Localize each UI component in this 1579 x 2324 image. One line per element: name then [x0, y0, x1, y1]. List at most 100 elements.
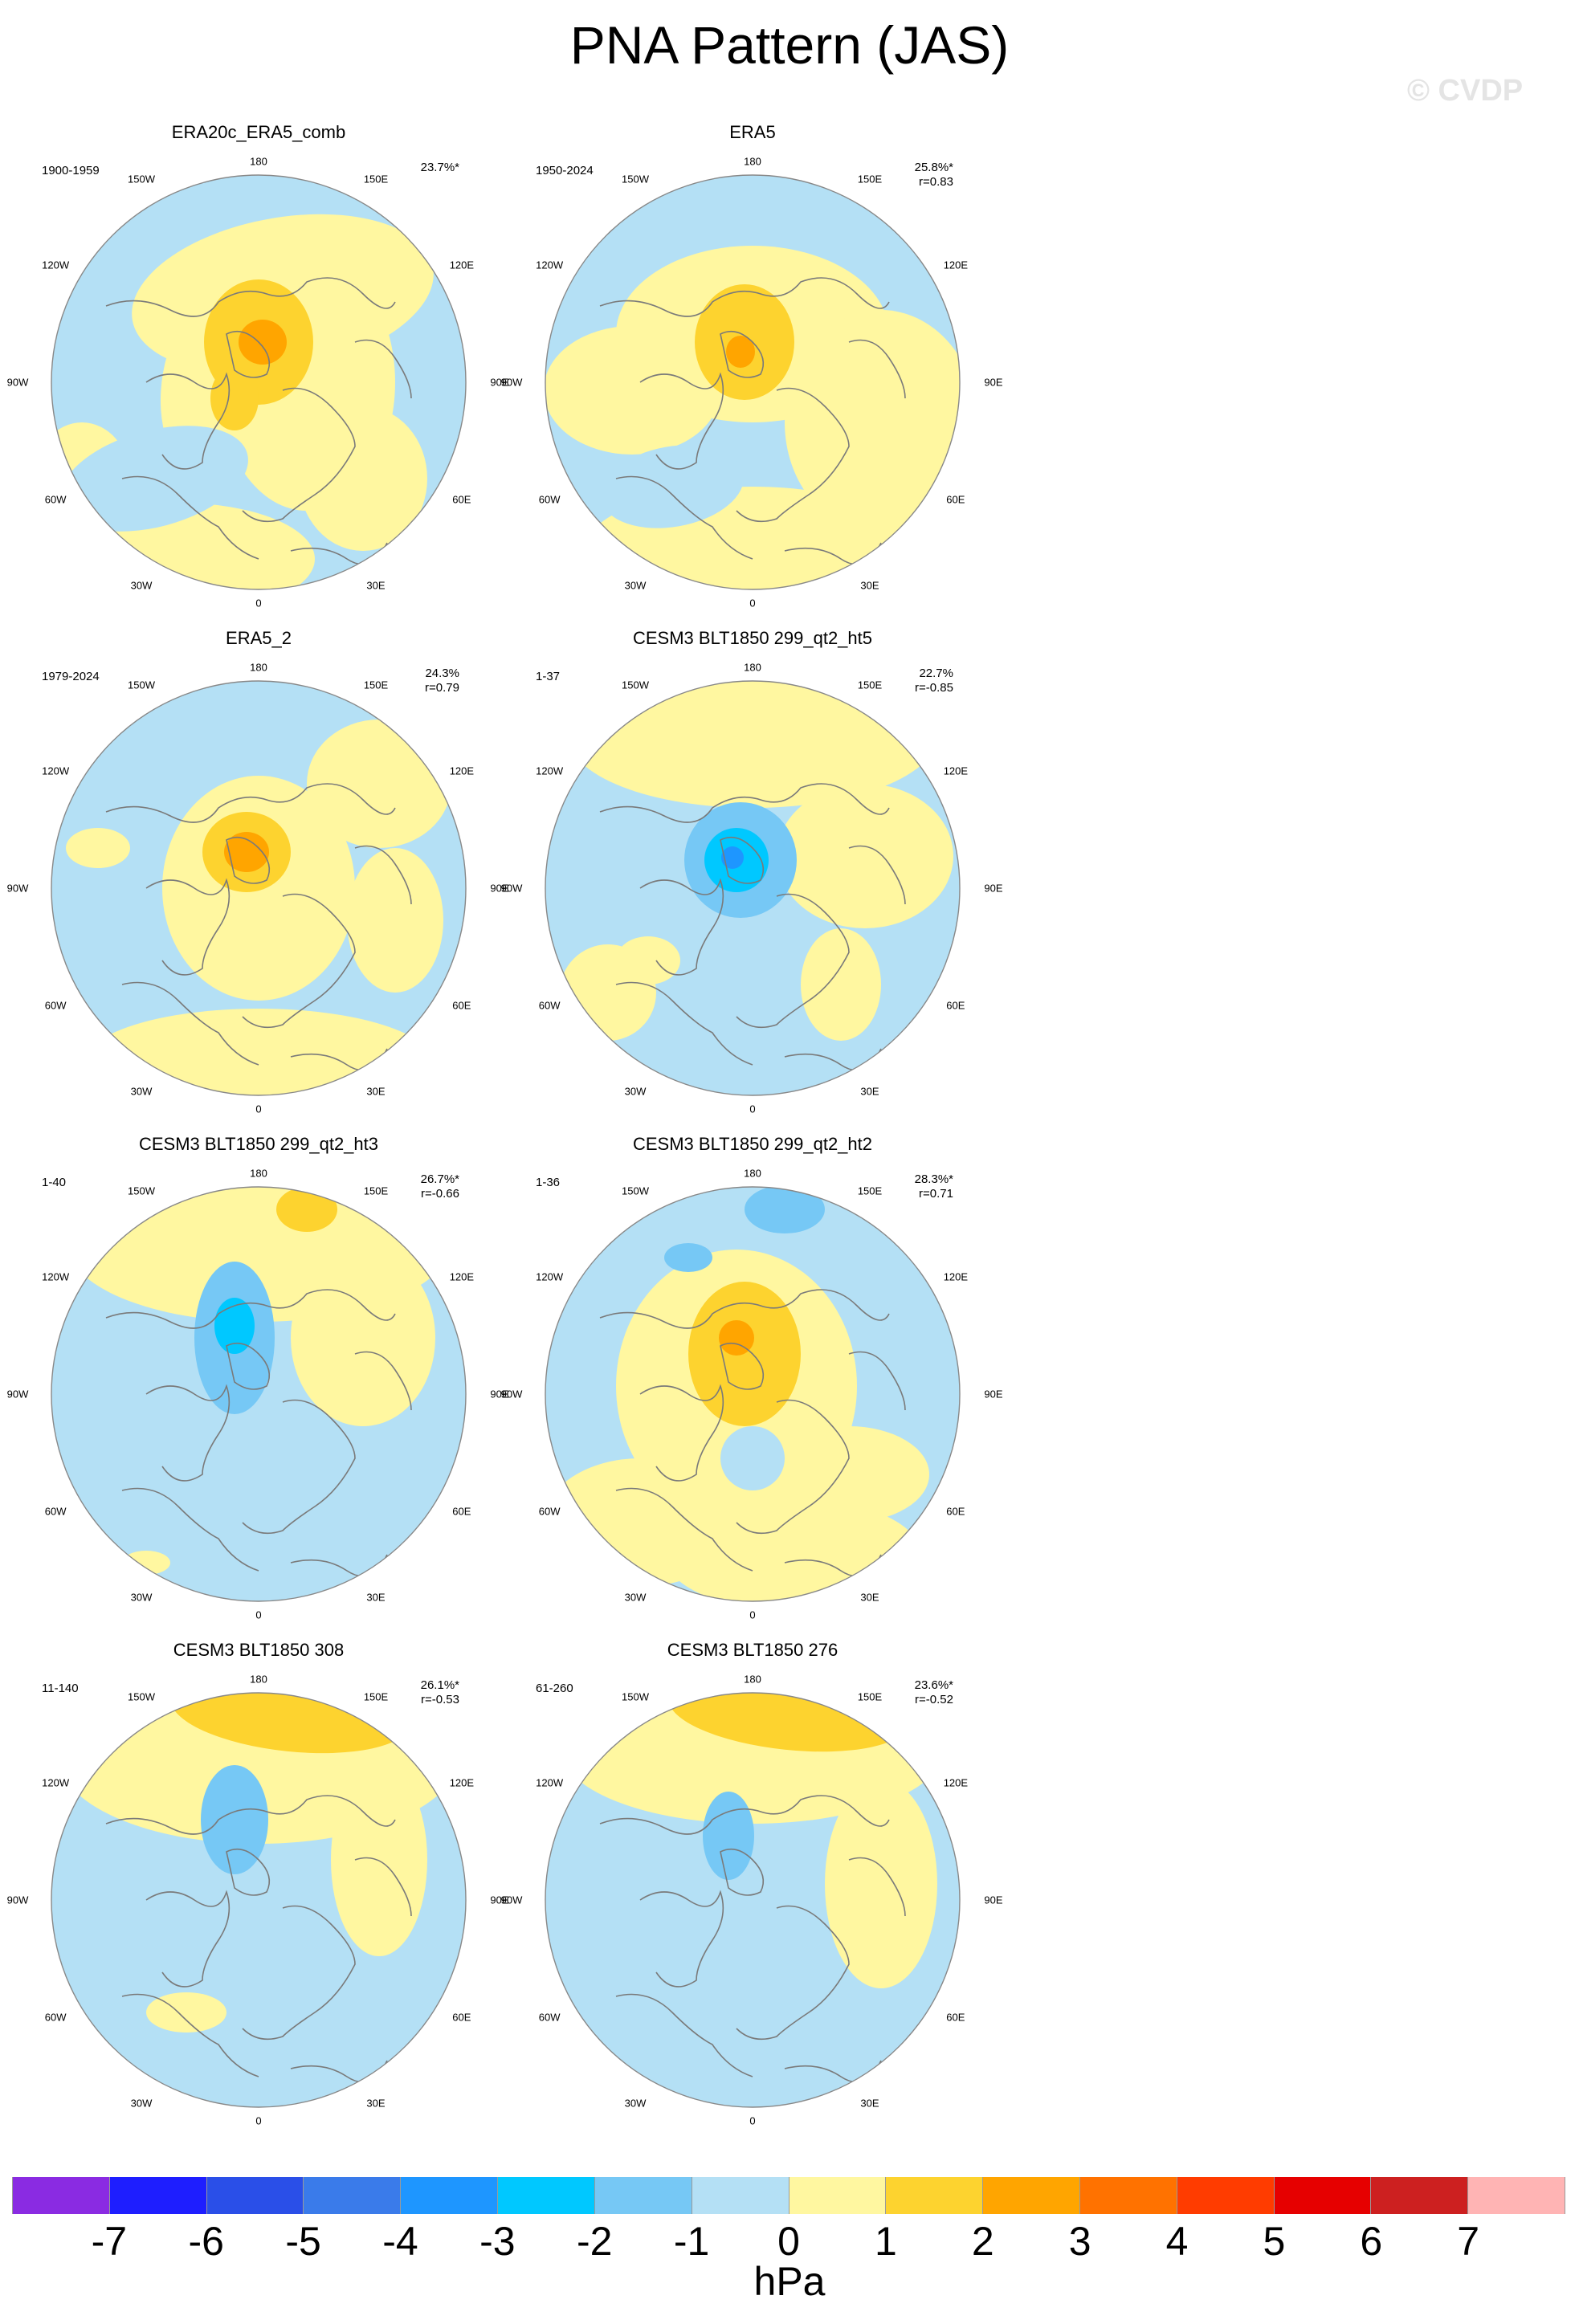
longitude-label: 150E — [857, 173, 883, 186]
colorbar-tick-label: 6 — [1360, 2219, 1383, 2264]
longitude-label: 30E — [860, 579, 879, 592]
longitude-label: 120W — [536, 764, 564, 777]
colorbar-tick-label: 5 — [1263, 2219, 1286, 2264]
panel-period: 1979-2024 — [42, 670, 100, 683]
variance-explained: 26.7%* — [420, 1172, 459, 1186]
longitude-label: 30W — [130, 579, 153, 592]
colorbar-tick-label: -2 — [577, 2219, 613, 2264]
colorbar-swatch — [886, 2177, 984, 2214]
longitude-label: 90W — [500, 882, 523, 895]
pattern-correlation: r=0.83 — [919, 175, 953, 189]
colorbar — [12, 2177, 1565, 2214]
map-rim — [51, 680, 467, 1096]
longitude-label: 120W — [536, 259, 564, 271]
anomaly-contour — [688, 1282, 801, 1426]
map-rim — [51, 1186, 467, 1602]
longitude-label: 120W — [42, 764, 70, 777]
longitude-label: 90E — [490, 1388, 509, 1401]
panel-stats: 28.3%* r=0.71 — [857, 1172, 953, 1201]
longitude-label: 120W — [536, 1270, 564, 1283]
panel-period: 11-140 — [42, 1682, 79, 1695]
anomaly-contour — [239, 320, 287, 365]
longitude-label: 30W — [130, 1085, 153, 1098]
panel-stats: 23.6%* r=-0.52 — [857, 1678, 953, 1707]
longitude-label: 90W — [500, 1388, 523, 1401]
pattern-correlation: r=-0.53 — [421, 1693, 459, 1706]
longitude-label: 150W — [128, 1690, 155, 1703]
longitude-label: 60W — [44, 493, 67, 506]
colorbar-tick-label: 0 — [777, 2219, 800, 2264]
longitude-label: 30E — [860, 2097, 879, 2110]
panel-period: 1-37 — [536, 670, 561, 683]
longitude-label: 30W — [624, 579, 647, 592]
pattern-correlation: r=0.79 — [425, 681, 459, 695]
anomaly-contour — [777, 784, 953, 928]
longitude-label: 90E — [490, 1894, 509, 1906]
longitude-label: 60E — [946, 493, 965, 506]
anomaly-contour — [785, 310, 960, 535]
anomaly-contour — [170, 1693, 411, 1754]
polar-map — [18, 1659, 500, 2141]
longitude-label: 180 — [250, 1673, 267, 1686]
longitude-label: 150W — [128, 1184, 155, 1197]
panel-stats: 26.7%* r=-0.66 — [363, 1172, 459, 1201]
longitude-label: 150W — [622, 173, 649, 186]
longitude-label: 90E — [984, 376, 1003, 389]
longitude-label: 60W — [44, 1505, 67, 1518]
longitude-label: 180 — [250, 1167, 267, 1180]
longitude-label: 180 — [250, 661, 267, 674]
anomaly-contour — [664, 1243, 712, 1272]
polar-map — [18, 647, 500, 1129]
colorbar-tick-label: -4 — [382, 2219, 418, 2264]
colorbar-swatch — [1468, 2177, 1565, 2214]
panel-title: ERA20c_ERA5_comb — [171, 122, 346, 142]
anomaly-contour — [291, 1250, 435, 1426]
anomaly-contour — [720, 175, 785, 206]
longitude-label: 150W — [622, 1184, 649, 1197]
variance-explained: 28.3%* — [914, 1172, 953, 1186]
longitude-label: 120E — [449, 764, 475, 777]
longitude-label: 150W — [622, 679, 649, 691]
longitude-label: 60E — [946, 1505, 965, 1518]
anomaly-contour — [721, 846, 744, 869]
longitude-label: 30E — [366, 1591, 386, 1604]
longitude-label: 60W — [538, 493, 561, 506]
panel-title: CESM3 BLT1850 299_qt2_ht2 — [632, 1134, 873, 1154]
panel-title: CESM3 BLT1850 299_qt2_ht5 — [632, 628, 873, 648]
longitude-label: 30E — [860, 1085, 879, 1098]
longitude-label: 30E — [366, 579, 386, 592]
polar-map — [512, 1659, 994, 2141]
map-rim — [51, 1692, 467, 2108]
colorbar-tick-label: -3 — [479, 2219, 516, 2264]
variance-explained: 24.3% — [425, 667, 459, 680]
colorbar-swatch — [1177, 2177, 1275, 2214]
map-rim — [545, 1692, 961, 2108]
map-rim — [51, 174, 467, 590]
panel-period: 61-260 — [536, 1682, 573, 1695]
longitude-label: 150W — [128, 173, 155, 186]
longitude-label: 120E — [449, 1270, 475, 1283]
longitude-label: 60E — [946, 2011, 965, 2024]
anomaly-contour — [720, 1426, 785, 1490]
pattern-correlation: r=-0.66 — [421, 1187, 459, 1201]
anomaly-contour — [726, 336, 755, 368]
panel-stats: 23.7%* — [363, 161, 459, 175]
longitude-label: 150E — [363, 1690, 389, 1703]
longitude-label: 120W — [42, 1270, 70, 1283]
watermark: © CVDP — [1407, 74, 1524, 108]
longitude-label: 120E — [449, 259, 475, 271]
colorbar-tick-label: -6 — [188, 2219, 224, 2264]
longitude-label: 0 — [255, 2114, 262, 2127]
anomaly-contour — [616, 936, 680, 985]
anomaly-contour — [801, 928, 881, 1041]
anomaly-contour — [703, 1792, 754, 1880]
colorbar-swatch — [12, 2177, 110, 2214]
longitude-label: 150E — [363, 173, 389, 186]
longitude-label: 60E — [452, 1505, 471, 1518]
longitude-label: 0 — [255, 1608, 262, 1621]
longitude-label: 120W — [42, 259, 70, 271]
longitude-label: 120W — [42, 1776, 70, 1789]
longitude-label: 0 — [749, 597, 756, 610]
anomaly-contour — [719, 1320, 754, 1356]
colorbar-swatch — [594, 2177, 692, 2214]
